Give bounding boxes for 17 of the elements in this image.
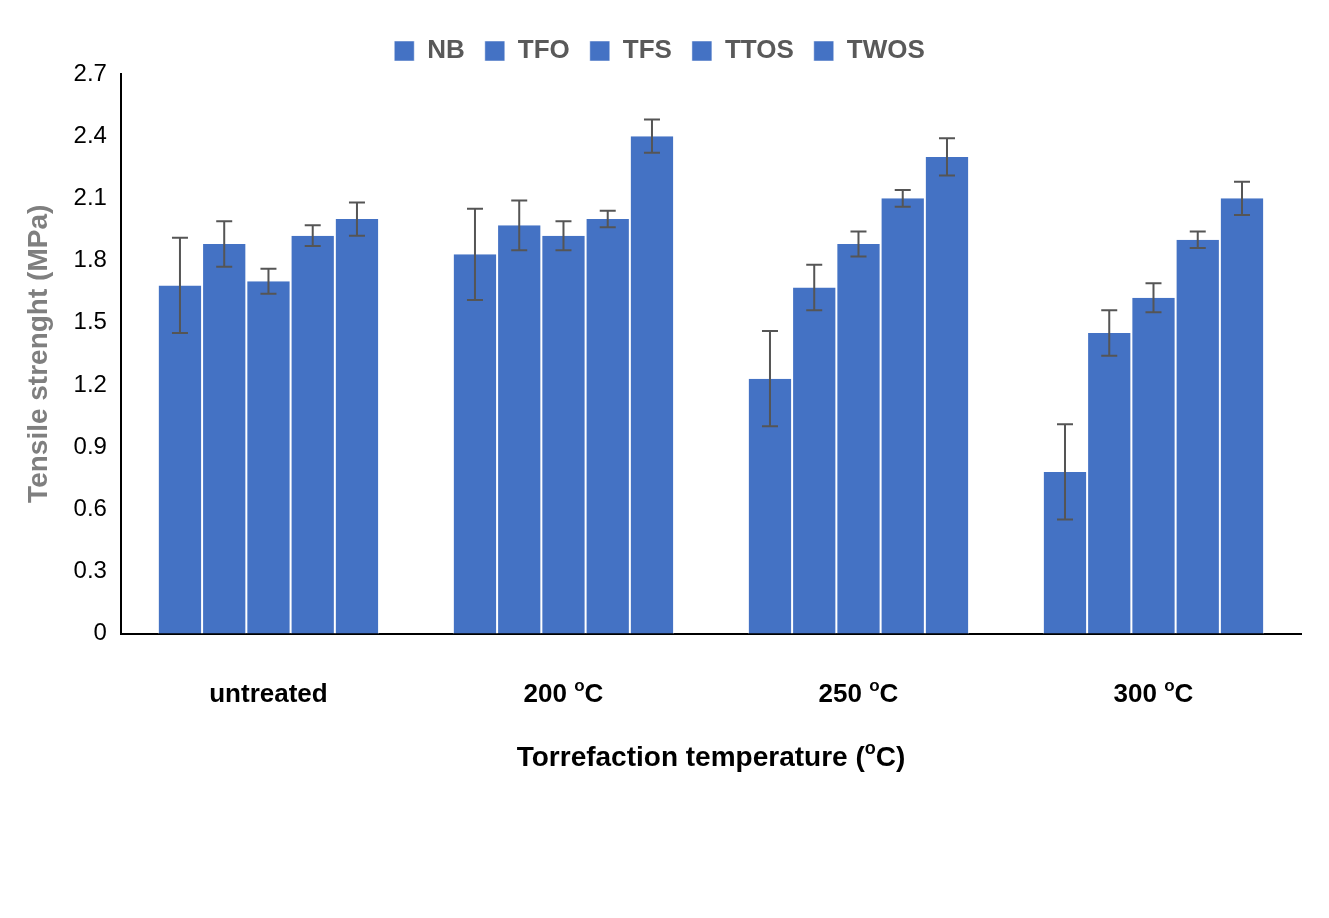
y-tick-label: 0.3 (73, 556, 107, 584)
y-tick-label: 0.9 (73, 431, 107, 459)
legend-label: NB (427, 34, 465, 65)
y-tick-label: 2.4 (73, 120, 107, 148)
y-tick-label: 0 (93, 618, 107, 646)
y-tick-label: 2.7 (73, 58, 107, 86)
y-tick-label: 0.6 (73, 493, 107, 521)
legend-label: TWOS (846, 34, 925, 65)
legend-label: TFO (517, 34, 570, 65)
y-tick-label: 1.5 (73, 307, 107, 335)
y-tick-label: 2.1 (73, 182, 107, 210)
y-tick-label: 1.2 (73, 369, 107, 397)
x-tick-label: untreated (209, 677, 328, 708)
legend-label: TTOS (724, 34, 794, 65)
y-axis-title: Tensile strenght (MPa) (21, 204, 53, 503)
y-tick-label: 1.8 (73, 245, 107, 273)
legend-label: TFS (622, 34, 672, 65)
